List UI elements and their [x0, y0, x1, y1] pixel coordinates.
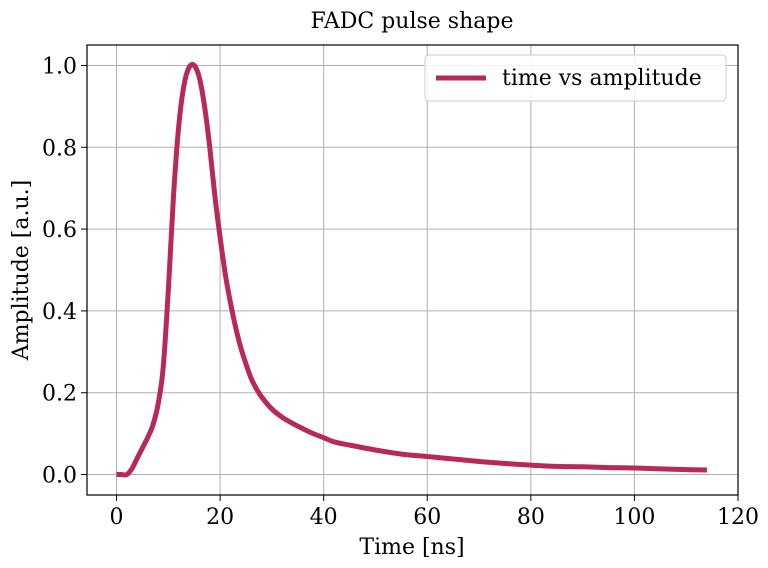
- legend-box: [424, 54, 727, 102]
- series-line: [116, 61, 707, 478]
- y-axis-label: Amplitude [a.u.]: [9, 180, 34, 361]
- legend-label: time vs amplitude: [502, 66, 702, 91]
- x-tick-label: 40: [310, 505, 338, 530]
- y-axis-ticks: 0.0 0.2 0.4 0.6 0.8 1.0: [42, 54, 87, 489]
- x-tick-label: 80: [517, 505, 545, 530]
- x-tick-label: 60: [413, 505, 441, 530]
- y-tick-label: 0.6: [42, 218, 77, 243]
- y-tick-label: 0.0: [42, 464, 77, 489]
- chart-title: FADC pulse shape: [311, 9, 514, 34]
- x-tick-label: 120: [717, 505, 759, 530]
- x-axis-ticks: 0 20 40 60 80 100 120: [110, 495, 759, 530]
- y-tick-label: 0.4: [42, 300, 77, 325]
- x-tick-label: 20: [206, 505, 234, 530]
- y-tick-label: 0.2: [42, 382, 77, 407]
- series-layer: [116, 61, 707, 478]
- grid: [87, 45, 738, 495]
- x-tick-label: 0: [110, 505, 124, 530]
- y-tick-label: 1.0: [42, 54, 77, 79]
- legend: time vs amplitude: [424, 54, 727, 102]
- x-axis-label: Time [ns]: [359, 535, 464, 560]
- x-tick-label: 100: [613, 505, 655, 530]
- plot-frame: [86, 44, 739, 496]
- y-tick-label: 0.8: [42, 136, 77, 161]
